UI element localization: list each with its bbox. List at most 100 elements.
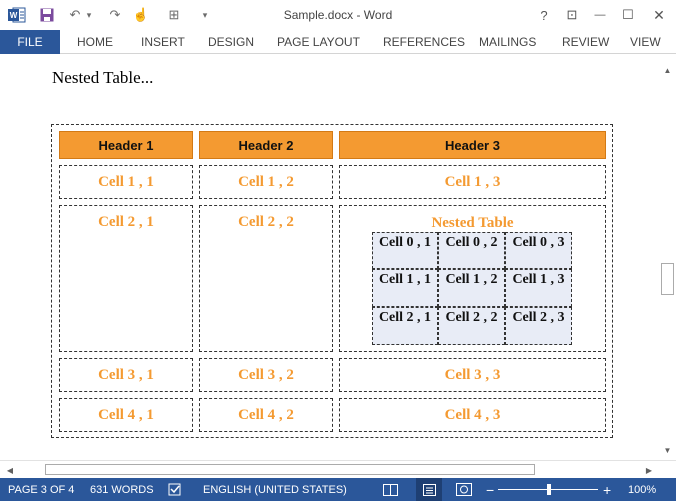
ribbon-display-icon: ⊡ bbox=[566, 7, 578, 22]
proofing-icon bbox=[168, 483, 181, 496]
table-cell[interactable]: Cell 3 , 2 bbox=[199, 358, 333, 392]
table-cell[interactable]: Cell 4 , 2 bbox=[199, 398, 333, 432]
chevron-down-icon: ▾ bbox=[202, 9, 208, 20]
table-cell[interactable]: Cell 1 , 3 bbox=[339, 165, 606, 199]
cell-text: Cell 1 , 3 bbox=[444, 174, 501, 190]
arrow-down-icon: ▼ bbox=[663, 446, 672, 455]
undo-icon: ↶ bbox=[69, 7, 81, 22]
cell-text: Cell 4 , 3 bbox=[444, 407, 501, 423]
cell-text: Cell 2 , 2 bbox=[238, 214, 294, 230]
minimize-icon: — bbox=[594, 9, 606, 21]
cell-text: Cell 3 , 1 bbox=[98, 367, 154, 383]
scroll-down-button[interactable]: ▼ bbox=[659, 443, 676, 458]
read-mode-button[interactable] bbox=[383, 478, 398, 501]
nested-cell[interactable]: Cell 2 , 3 bbox=[505, 307, 572, 345]
nested-cell[interactable]: Cell 1 , 1 bbox=[372, 269, 438, 307]
svg-text:W: W bbox=[10, 11, 18, 20]
redo-icon: ↷ bbox=[109, 7, 121, 22]
close-icon: ✕ bbox=[653, 6, 665, 23]
document-heading: Nested Table... bbox=[52, 68, 154, 87]
table-header-2: Header 2 bbox=[199, 131, 333, 159]
cell-text: Cell 3 , 3 bbox=[444, 367, 501, 383]
cell-text: Cell 1 , 2 bbox=[238, 174, 294, 190]
tab-view[interactable]: VIEW bbox=[630, 35, 661, 49]
cell-text: Cell 3 , 2 bbox=[238, 367, 294, 383]
help-button[interactable]: ? bbox=[532, 4, 556, 26]
tab-file[interactable]: FILE bbox=[0, 30, 60, 54]
vertical-scroll-thumb[interactable] bbox=[661, 263, 674, 295]
tab-insert[interactable]: INSERT bbox=[141, 35, 185, 49]
zoom-level[interactable]: 100% bbox=[628, 483, 657, 496]
cell-text: Cell 4 , 1 bbox=[98, 407, 154, 423]
table-cell[interactable]: Cell 3 , 1 bbox=[59, 358, 193, 392]
touch-icon: ☝ bbox=[132, 7, 150, 22]
undo-button[interactable]: ↶ bbox=[66, 5, 84, 25]
customize-toolbar-button[interactable]: ▾ bbox=[198, 5, 212, 25]
nested-cell[interactable]: Cell 0 , 2 bbox=[438, 232, 505, 269]
table-cell[interactable]: Cell 2 , 1 bbox=[59, 205, 193, 352]
maximize-button[interactable]: ☐ bbox=[616, 4, 640, 26]
redo-button[interactable]: ↷ bbox=[106, 5, 124, 25]
scroll-right-button[interactable]: ▶ bbox=[641, 461, 657, 479]
undo-dropdown[interactable]: ▾ bbox=[84, 5, 94, 25]
arrow-up-icon: ▲ bbox=[663, 66, 672, 75]
tab-page-layout[interactable]: PAGE LAYOUT bbox=[277, 35, 360, 49]
nested-cell[interactable]: Cell 1 , 2 bbox=[438, 269, 505, 307]
table-cell-nested-container[interactable]: Nested Table bbox=[339, 205, 606, 352]
nested-cell[interactable]: Cell 2 , 1 bbox=[372, 307, 438, 345]
nested-cell[interactable]: Cell 0 , 1 bbox=[372, 232, 438, 269]
word-count[interactable]: 631 WORDS bbox=[90, 483, 154, 496]
word-app-icon[interactable]: W bbox=[7, 5, 27, 25]
zoom-out-button[interactable]: − bbox=[486, 481, 495, 498]
table-cell[interactable]: Cell 4 , 3 bbox=[339, 398, 606, 432]
save-button[interactable] bbox=[38, 5, 56, 25]
document-area[interactable]: Nested Table... Header 1 Header 2 Header… bbox=[0, 55, 676, 460]
ribbon-display-options-button[interactable]: ⊡ bbox=[560, 4, 584, 26]
print-layout-button[interactable] bbox=[416, 478, 442, 501]
tab-review[interactable]: REVIEW bbox=[562, 35, 610, 49]
tab-design[interactable]: DESIGN bbox=[208, 35, 255, 49]
table-cell[interactable]: Cell 1 , 1 bbox=[59, 165, 193, 199]
minimize-button[interactable]: — bbox=[588, 4, 612, 26]
nested-cell[interactable]: Cell 0 , 3 bbox=[505, 232, 572, 269]
horizontal-scroll-thumb[interactable] bbox=[45, 464, 535, 475]
print-layout-icon bbox=[422, 483, 436, 496]
table-icon: ⊞ bbox=[168, 7, 180, 22]
table-cell[interactable]: Cell 1 , 2 bbox=[199, 165, 333, 199]
nested-cell[interactable]: Cell 1 , 3 bbox=[505, 269, 572, 307]
arrow-right-icon: ▶ bbox=[645, 465, 653, 475]
web-layout-icon bbox=[456, 483, 472, 496]
chevron-down-icon: ▾ bbox=[86, 9, 92, 20]
cell-text: Cell 1 , 1 bbox=[98, 174, 154, 190]
vertical-scrollbar[interactable]: ▲ ▼ bbox=[659, 61, 676, 460]
cell-text: Cell 2 , 1 bbox=[98, 214, 154, 230]
window-title: Sample.docx - Word bbox=[283, 8, 393, 22]
touch-mode-button[interactable]: ☝ bbox=[130, 5, 152, 25]
nested-table-caption: Nested Table bbox=[431, 215, 514, 231]
close-button[interactable]: ✕ bbox=[646, 4, 672, 26]
save-icon bbox=[40, 8, 54, 22]
horizontal-scrollbar[interactable]: ◀ ▶ bbox=[0, 460, 676, 478]
tab-mailings[interactable]: MAILINGS bbox=[479, 35, 537, 49]
cell-text: Cell 4 , 2 bbox=[238, 407, 294, 423]
insert-table-button[interactable]: ⊞ bbox=[162, 5, 186, 25]
web-layout-button[interactable] bbox=[456, 478, 472, 501]
language-indicator[interactable]: ENGLISH (UNITED STATES) bbox=[203, 483, 347, 496]
proofing-button[interactable] bbox=[168, 478, 184, 501]
zoom-slider[interactable] bbox=[498, 478, 598, 501]
help-icon: ? bbox=[540, 7, 548, 23]
table-cell[interactable]: Cell 3 , 3 bbox=[339, 358, 606, 392]
tab-home[interactable]: HOME bbox=[77, 35, 113, 49]
table-cell[interactable]: Cell 2 , 2 bbox=[199, 205, 333, 352]
page-count[interactable]: PAGE 3 OF 4 bbox=[8, 483, 75, 496]
scroll-up-button[interactable]: ▲ bbox=[659, 63, 676, 78]
table-header-1: Header 1 bbox=[59, 131, 193, 159]
tab-references[interactable]: REFERENCES bbox=[383, 35, 466, 49]
arrow-left-icon: ◀ bbox=[6, 465, 14, 475]
zoom-slider-thumb[interactable] bbox=[547, 484, 551, 495]
zoom-in-button[interactable]: + bbox=[603, 481, 612, 498]
nested-cell[interactable]: Cell 2 , 2 bbox=[438, 307, 505, 345]
scroll-left-button[interactable]: ◀ bbox=[2, 461, 18, 479]
table-cell[interactable]: Cell 4 , 1 bbox=[59, 398, 193, 432]
read-mode-icon bbox=[383, 483, 398, 496]
